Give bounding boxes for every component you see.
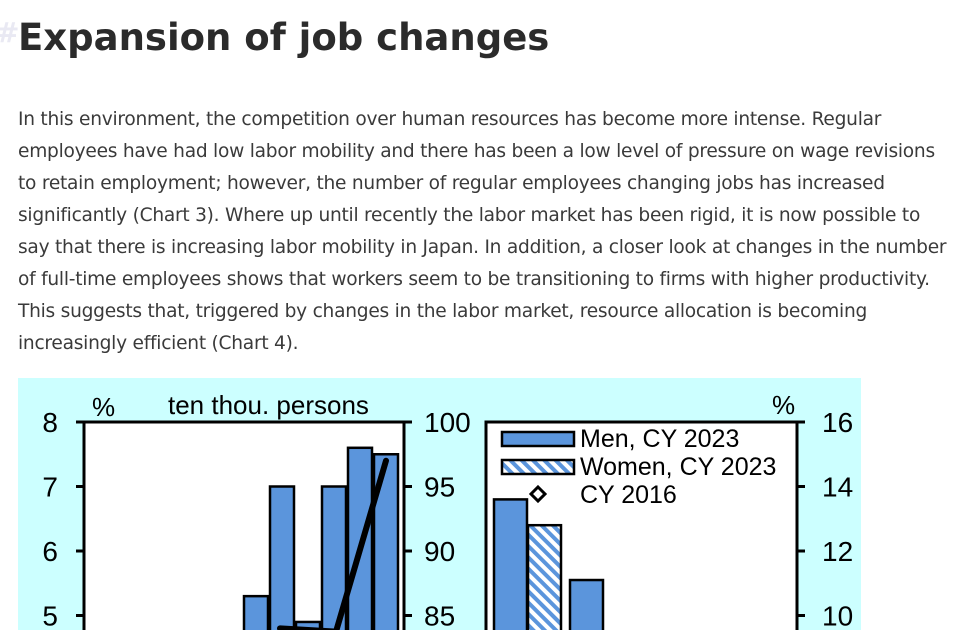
right-bar-men — [568, 578, 605, 630]
right-axis-tick-label: 100 — [424, 407, 471, 438]
left-line-series — [277, 457, 389, 630]
right-axis-tick-label: 95 — [424, 472, 455, 503]
left-panel: % ten thou. persons 8 7 6 5 100 95 90 85 — [42, 390, 471, 630]
legend-swatch-men — [500, 430, 576, 448]
left-axis-unit: % — [92, 392, 115, 422]
right-panel-axis-tick-label: 12 — [822, 536, 853, 567]
legend: Men, CY 2023 Women, CY 2023 CY 2016 — [500, 425, 776, 509]
legend-label-men: Men, CY 2023 — [580, 425, 739, 453]
left-axis-tick-label: 5 — [42, 601, 58, 630]
chart-figure: % ten thou. persons 8 7 6 5 100 95 90 85 % 16 1… — [18, 378, 861, 630]
right-panel-axis-unit: % — [772, 390, 795, 420]
left-axis-tick-label: 8 — [42, 407, 58, 438]
legend-label-women: Women, CY 2023 — [580, 453, 776, 481]
right-panel-axis-tick-label: 10 — [822, 601, 853, 630]
right-bar-men — [492, 498, 529, 630]
right-axis-tick-label: 90 — [424, 536, 455, 567]
body-paragraph: In this environment, the competition ove… — [18, 109, 947, 354]
legend-swatch-women — [500, 458, 576, 476]
page-title: Expansion of job changes — [18, 16, 550, 59]
right-axis-tick-label: 85 — [424, 601, 455, 630]
left-axis-tick-label: 7 — [42, 472, 58, 503]
left-bar — [268, 485, 296, 630]
right-panel-axis-tick-label: 16 — [822, 407, 853, 438]
heading-anchor-mark: # — [0, 18, 19, 48]
left-axis-tick-label: 6 — [42, 536, 58, 567]
right-bar-women — [526, 523, 563, 630]
left-bar — [242, 594, 270, 630]
right-panel-axis-tick-label: 14 — [822, 472, 853, 503]
legend-marker-cy2016 — [528, 484, 548, 504]
legend-label-cy2016: CY 2016 — [580, 481, 677, 509]
chart-svg: % ten thou. persons 8 7 6 5 100 95 90 85 % 16 1… — [18, 378, 861, 630]
right-panel: % 16 14 12 10 Men, CY 2023 Women, CY 2023 C… — [484, 390, 853, 630]
right-axis-unit: ten thou. persons — [168, 390, 369, 420]
